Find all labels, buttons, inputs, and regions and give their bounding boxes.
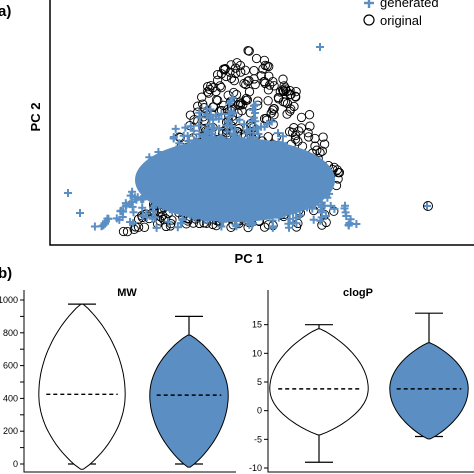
mw-tick-label: 400	[3, 393, 18, 403]
clogp-tick-label: -10	[249, 463, 262, 473]
clogp-title: clogP	[343, 287, 373, 299]
clogp-violin-chart: clogP -10 -5 0 5 10 15	[249, 287, 474, 473]
legend-original-label: original	[380, 13, 422, 28]
mw-tick-label: 200	[3, 426, 18, 436]
mw-violin-body	[149, 334, 229, 468]
mw-tick-label: 600	[3, 361, 18, 371]
mw-tick-label: 800	[3, 328, 18, 338]
legend-original-marker	[363, 14, 375, 26]
clogp-y-ticks: -10 -5 0 5 10 15	[249, 320, 268, 473]
panel-a-label: a)	[0, 3, 11, 20]
mw-y-ticks: 0 200 400 600 800 1000	[0, 295, 24, 469]
scatter-panel: a) PC 1 PC 2 generated original	[0, 0, 474, 266]
panel-b-label: b)	[0, 265, 12, 282]
legend: generated original	[363, 0, 439, 28]
mw-violins	[38, 303, 229, 470]
violin-panel: b) MW 0 200 400 600 800 1000 clogP -10 -5 0 5 10 1…	[0, 265, 474, 473]
mw-title: MW	[117, 287, 137, 299]
mw-axes	[23, 290, 236, 473]
scatter-axes	[49, 0, 474, 246]
y-axis-label: PC 2	[28, 103, 43, 132]
outlier-points	[64, 43, 431, 217]
mw-violin-chart: MW 0 200 400 600 800 1000	[0, 287, 236, 473]
clogp-tick-label: 10	[252, 348, 262, 358]
clogp-violin-body	[269, 328, 369, 436]
clogp-violin-body	[389, 342, 469, 440]
clogp-tick-label: 5	[257, 377, 262, 387]
mw-tick-label: 0	[13, 459, 18, 469]
clogp-tick-label: -5	[254, 434, 262, 444]
mw-tick-label: 1000	[0, 295, 18, 305]
mw-violin-body	[38, 303, 126, 470]
clogp-axes	[267, 290, 474, 473]
legend-generated-label: generated	[380, 0, 439, 10]
clogp-tick-label: 0	[257, 406, 262, 416]
x-axis-label: PC 1	[235, 251, 264, 266]
clogp-tick-label: 15	[252, 320, 262, 330]
outlier-circle	[423, 201, 433, 211]
generated-dense-core	[135, 138, 335, 222]
legend-generated-marker	[364, 0, 374, 8]
scatter-points	[64, 43, 433, 237]
clogp-violins	[269, 312, 469, 463]
